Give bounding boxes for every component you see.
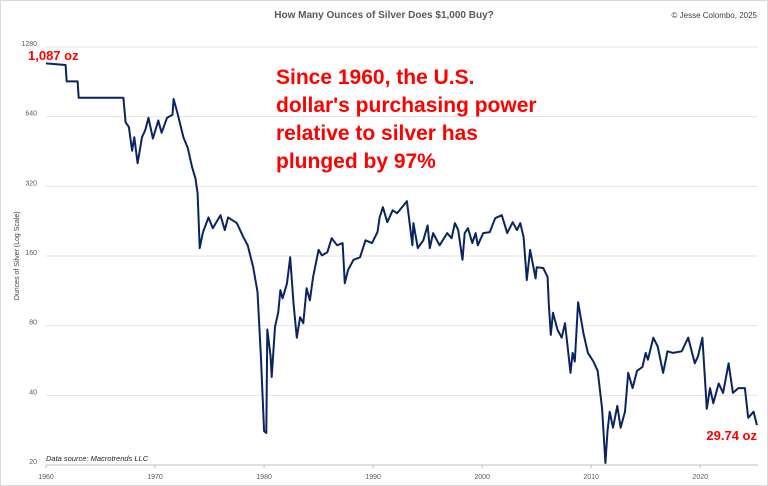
- y-tick-label: 1280: [21, 41, 37, 48]
- y-axis-label: Ounces of Silver (Log Scale): [14, 211, 21, 300]
- gridlines: [46, 46, 758, 466]
- start-value-label: 1,087 oz: [28, 48, 79, 63]
- x-tick-label: 1980: [256, 474, 272, 481]
- x-tick-label: 2000: [474, 474, 490, 481]
- x-axis-ticks: 1960 1970 1980 1990 2000 2010 2020: [38, 465, 708, 481]
- headline-line-1: Since 1960, the U.S.: [276, 66, 474, 89]
- y-tick-label: 40: [29, 389, 37, 396]
- x-tick-label: 1960: [38, 474, 54, 481]
- data-source-note: Data source: Macrotrends LLC: [46, 454, 149, 463]
- y-axis-ticks: 20 40 80 160 320 640 1280: [21, 41, 37, 466]
- y-tick-label: 20: [29, 459, 37, 466]
- end-value-label: 29.74 oz: [706, 428, 757, 443]
- copyright-text: © Jesse Colombo, 2025: [672, 11, 758, 20]
- y-tick-label: 160: [25, 250, 37, 257]
- chart-title: How Many Ounces of Silver Does $1,000 Bu…: [274, 10, 494, 21]
- headline-line-2: dollar's purchasing power: [276, 94, 537, 117]
- y-tick-label: 320: [25, 180, 37, 187]
- x-tick-label: 2020: [692, 474, 708, 481]
- x-tick-label: 1990: [365, 474, 381, 481]
- headline-line-3: relative to silver has: [276, 122, 478, 145]
- headline-line-4: plunged by 97%: [276, 150, 436, 173]
- y-tick-label: 80: [29, 320, 37, 327]
- series-line: [45, 62, 758, 464]
- x-tick-label: 1970: [147, 474, 163, 481]
- x-tick-label: 2010: [583, 474, 599, 481]
- y-tick-label: 640: [25, 111, 37, 118]
